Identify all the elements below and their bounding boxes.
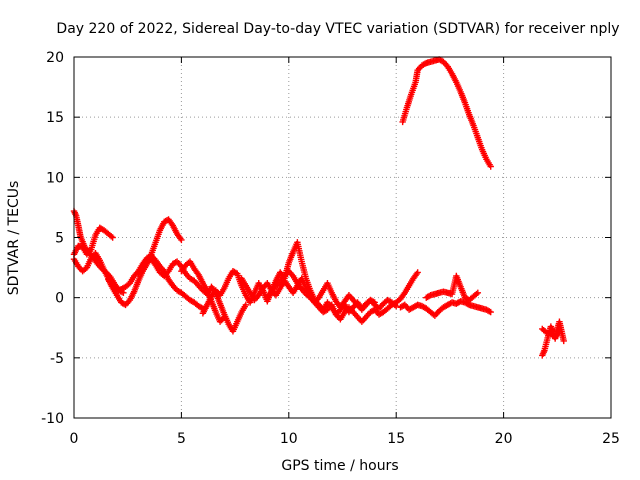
grid <box>74 57 611 418</box>
data-point <box>400 302 407 309</box>
x-tick-label: 25 <box>602 431 620 447</box>
x-tick-label: 0 <box>70 431 79 447</box>
data-point <box>242 301 250 309</box>
series-track-10 <box>397 298 494 319</box>
x-tick-label: 10 <box>280 431 298 447</box>
x-tick-label: 5 <box>177 431 186 447</box>
data-point <box>486 308 493 315</box>
series-track-12 <box>399 56 494 170</box>
data-point <box>221 313 228 321</box>
series-track-11 <box>423 272 482 304</box>
chart-title: Day 220 of 2022, Sidereal Day-to-day VTE… <box>56 21 619 37</box>
data-point <box>556 328 563 335</box>
data-point <box>421 60 429 68</box>
data-point <box>487 308 494 316</box>
series-track-14 <box>539 325 563 341</box>
data-point <box>371 299 378 306</box>
data-point <box>474 289 482 297</box>
y-tick-label: 0 <box>55 291 64 307</box>
y-tick-label: 20 <box>46 50 64 66</box>
x-tick-label: 20 <box>495 431 513 447</box>
axes: 0 5 10 15 20 25 -10 -5 0 5 10 15 20 <box>41 50 620 447</box>
data-point <box>178 236 185 244</box>
data-point <box>414 269 421 276</box>
y-tick-label: -5 <box>50 351 64 367</box>
data-point <box>120 300 128 308</box>
data-point <box>425 292 433 300</box>
data-point <box>109 234 116 241</box>
data-point <box>487 163 494 170</box>
data-point <box>370 298 377 305</box>
data-point <box>560 337 567 345</box>
data-points <box>70 56 567 359</box>
series-track-4 <box>105 216 185 309</box>
y-tick-label: 15 <box>46 110 64 126</box>
y-tick-label: 5 <box>55 231 64 247</box>
y-tick-label: -10 <box>41 411 64 427</box>
data-point <box>120 289 127 297</box>
series-track-9 <box>264 267 421 325</box>
data-point <box>473 290 480 298</box>
x-tick-label: 15 <box>387 431 405 447</box>
data-point <box>108 233 115 240</box>
data-point <box>370 307 377 314</box>
y-axis-label: SDTVAR / TECUs <box>6 181 22 296</box>
x-axis-label: GPS time / hours <box>281 458 398 474</box>
y-tick-label: 10 <box>46 170 64 186</box>
data-point <box>172 259 179 266</box>
